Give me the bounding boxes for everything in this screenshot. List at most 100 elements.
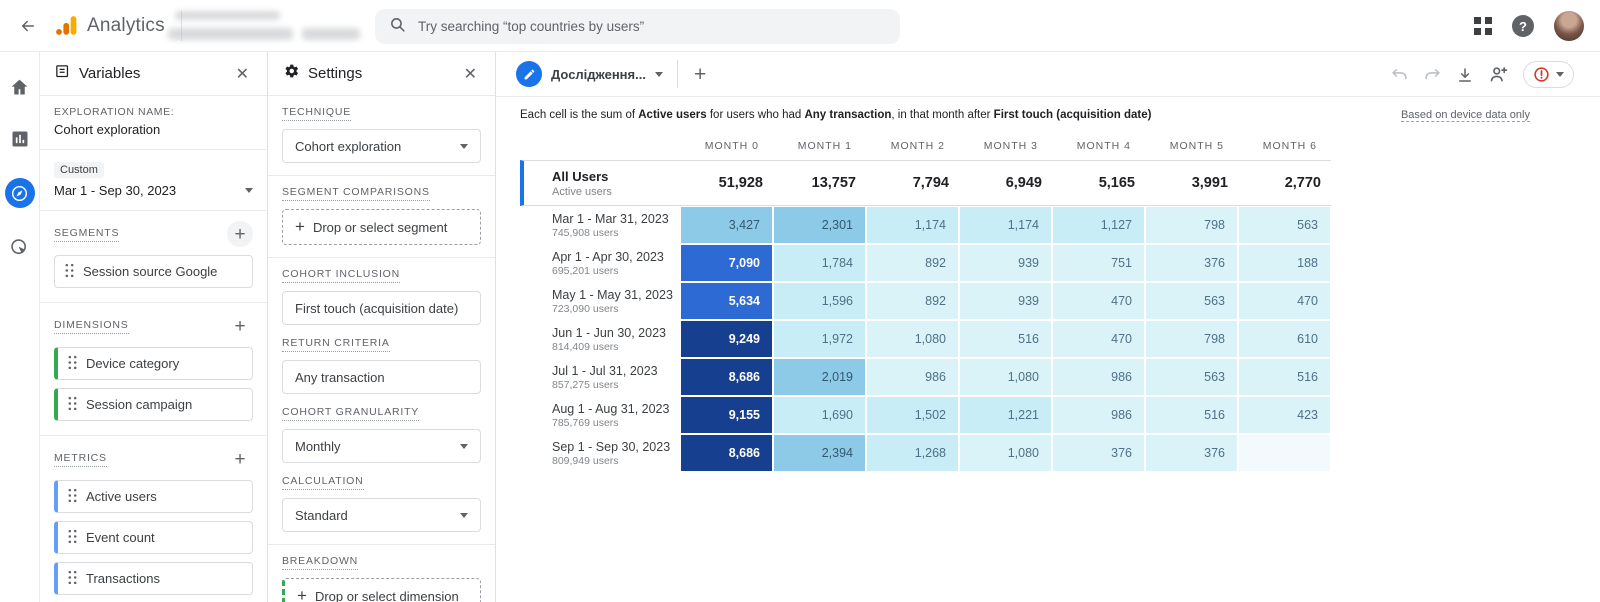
exploration-name-value[interactable]: Cohort exploration xyxy=(54,122,161,137)
cohort-cell[interactable]: 1,502 xyxy=(866,396,959,434)
cohort-cell[interactable]: 2,019 xyxy=(773,358,866,396)
cohort-cell[interactable]: 470 xyxy=(1052,282,1145,320)
drag-handle-icon[interactable] xyxy=(68,396,77,414)
segment-comparisons-dropzone[interactable]: + Drop or select segment xyxy=(282,209,481,245)
dimension-chip[interactable]: Device category xyxy=(54,347,253,380)
cohort-cell[interactable]: 516 xyxy=(1145,396,1238,434)
close-settings-icon[interactable]: ✕ xyxy=(463,65,477,83)
cohort-cell[interactable]: 986 xyxy=(866,358,959,396)
cohort-cell[interactable]: 1,784 xyxy=(773,244,866,282)
cohort-cell[interactable]: 1,690 xyxy=(773,396,866,434)
cohort-cell[interactable] xyxy=(1238,434,1331,472)
cohort-cell[interactable]: 751 xyxy=(1052,244,1145,282)
cohort-cell[interactable]: 2,301 xyxy=(773,206,866,244)
data-note-link[interactable]: Based on device data only xyxy=(1400,109,1530,122)
drag-handle-icon[interactable] xyxy=(65,263,74,281)
cohort-cell[interactable]: 986 xyxy=(1052,396,1145,434)
cohort-cell[interactable]: 1,268 xyxy=(866,434,959,472)
nav-advertising-icon[interactable] xyxy=(7,234,33,260)
metric-chip[interactable]: Event count xyxy=(54,521,253,554)
error-status-button[interactable] xyxy=(1523,61,1574,88)
new-tab-button[interactable]: + xyxy=(693,62,707,86)
undo-icon[interactable] xyxy=(1390,65,1409,84)
search-input[interactable] xyxy=(418,19,886,34)
cohort-cell[interactable]: 9,155 xyxy=(680,396,773,434)
back-arrow-icon[interactable] xyxy=(14,12,42,40)
cohort-cell[interactable]: 1,174 xyxy=(866,206,959,244)
cohort-granularity-dropdown[interactable]: Monthly xyxy=(282,429,481,463)
cohort-cell[interactable]: 798 xyxy=(1145,320,1238,358)
return-criteria-field[interactable]: Any transaction xyxy=(282,360,481,394)
cohort-cell[interactable]: 939 xyxy=(959,244,1052,282)
cohort-cell[interactable]: 470 xyxy=(1238,282,1331,320)
cohort-cell[interactable]: 1,080 xyxy=(959,434,1052,472)
cohort-row-label: May 1 - May 31, 2023 723,090 users xyxy=(552,287,673,315)
cohort-cell[interactable]: 610 xyxy=(1238,320,1331,358)
cohort-cell[interactable]: 2,394 xyxy=(773,434,866,472)
cohort-cell[interactable]: 1,221 xyxy=(959,396,1052,434)
segment-chip[interactable]: Session source Google xyxy=(54,255,253,288)
cohort-cell[interactable]: 892 xyxy=(866,282,959,320)
variables-panel: Variables ✕ EXPLORATION NAME: Cohort exp… xyxy=(40,52,268,602)
cohort-cell[interactable]: 986 xyxy=(1052,358,1145,396)
cohort-cell[interactable]: 798 xyxy=(1145,206,1238,244)
redacted-text xyxy=(175,11,280,20)
cohort-cell[interactable]: 1,127 xyxy=(1052,206,1145,244)
cohort-cell[interactable]: 8,686 xyxy=(680,434,773,472)
cohort-cell[interactable]: 939 xyxy=(959,282,1052,320)
drag-handle-icon[interactable] xyxy=(68,488,77,506)
cohort-cell[interactable]: 9,249 xyxy=(680,320,773,358)
cohort-cell[interactable]: 516 xyxy=(1238,358,1331,396)
cohort-cell[interactable]: 1,080 xyxy=(866,320,959,358)
global-search[interactable] xyxy=(375,9,900,44)
cohort-cell[interactable]: 892 xyxy=(866,244,959,282)
cohort-inclusion-field[interactable]: First touch (acquisition date) xyxy=(282,291,481,325)
cohort-cell[interactable]: 563 xyxy=(1145,358,1238,396)
technique-dropdown[interactable]: Cohort exploration xyxy=(282,129,481,163)
share-users-icon[interactable] xyxy=(1488,64,1509,85)
avatar[interactable] xyxy=(1554,11,1584,41)
cohort-cell[interactable]: 376 xyxy=(1145,434,1238,472)
cohort-cell[interactable]: 563 xyxy=(1238,206,1331,244)
cohort-cell[interactable]: 1,080 xyxy=(959,358,1052,396)
add-dimension-icon[interactable]: + xyxy=(234,315,246,337)
exploration-tab[interactable]: Дослідження... xyxy=(514,52,677,96)
download-icon[interactable] xyxy=(1456,66,1474,84)
cohort-cell[interactable]: 376 xyxy=(1052,434,1145,472)
chevron-down-icon xyxy=(1556,72,1564,77)
cohort-cell[interactable]: 8,686 xyxy=(680,358,773,396)
nav-explore-icon[interactable] xyxy=(4,178,35,208)
date-range-selector[interactable]: Custom Mar 1 - Sep 30, 2023 xyxy=(40,150,267,211)
cohort-cell[interactable]: 563 xyxy=(1145,282,1238,320)
dimension-chip-label: Session campaign xyxy=(86,397,193,412)
cohort-cell[interactable]: 1,972 xyxy=(773,320,866,358)
cohort-row-label: Jun 1 - Jun 30, 2023 814,409 users xyxy=(552,325,666,353)
cohort-cell[interactable]: 1,596 xyxy=(773,282,866,320)
calculation-dropdown[interactable]: Standard xyxy=(282,498,481,532)
cohort-cell[interactable]: 516 xyxy=(959,320,1052,358)
cohort-cell[interactable]: 470 xyxy=(1052,320,1145,358)
drag-handle-icon[interactable] xyxy=(68,570,77,588)
all-users-row[interactable]: All Users Active users 51,928 13,757 7,794… xyxy=(520,160,1331,206)
drag-handle-icon[interactable] xyxy=(68,529,77,547)
add-segment-icon[interactable]: + xyxy=(227,221,253,247)
add-metric-icon[interactable]: + xyxy=(234,448,246,470)
apps-grid-icon[interactable] xyxy=(1474,17,1492,35)
cohort-cell[interactable]: 376 xyxy=(1145,244,1238,282)
metric-chip[interactable]: Transactions xyxy=(54,562,253,595)
metric-chip[interactable]: Active users xyxy=(54,480,253,513)
close-variables-icon[interactable]: ✕ xyxy=(235,65,249,83)
cohort-cell[interactable]: 1,174 xyxy=(959,206,1052,244)
cohort-cell[interactable]: 7,090 xyxy=(680,244,773,282)
nav-reports-icon[interactable] xyxy=(7,126,33,152)
drag-handle-icon[interactable] xyxy=(68,355,77,373)
cohort-cell[interactable]: 188 xyxy=(1238,244,1331,282)
breakdown-dropzone[interactable]: + Drop or select dimension xyxy=(282,578,481,602)
nav-home-icon[interactable] xyxy=(7,74,33,100)
cohort-cell[interactable]: 3,427 xyxy=(680,206,773,244)
cohort-cell[interactable]: 423 xyxy=(1238,396,1331,434)
dimension-chip[interactable]: Session campaign xyxy=(54,388,253,421)
cohort-cell[interactable]: 5,634 xyxy=(680,282,773,320)
redo-icon[interactable] xyxy=(1423,65,1442,84)
help-icon[interactable]: ? xyxy=(1512,15,1534,37)
